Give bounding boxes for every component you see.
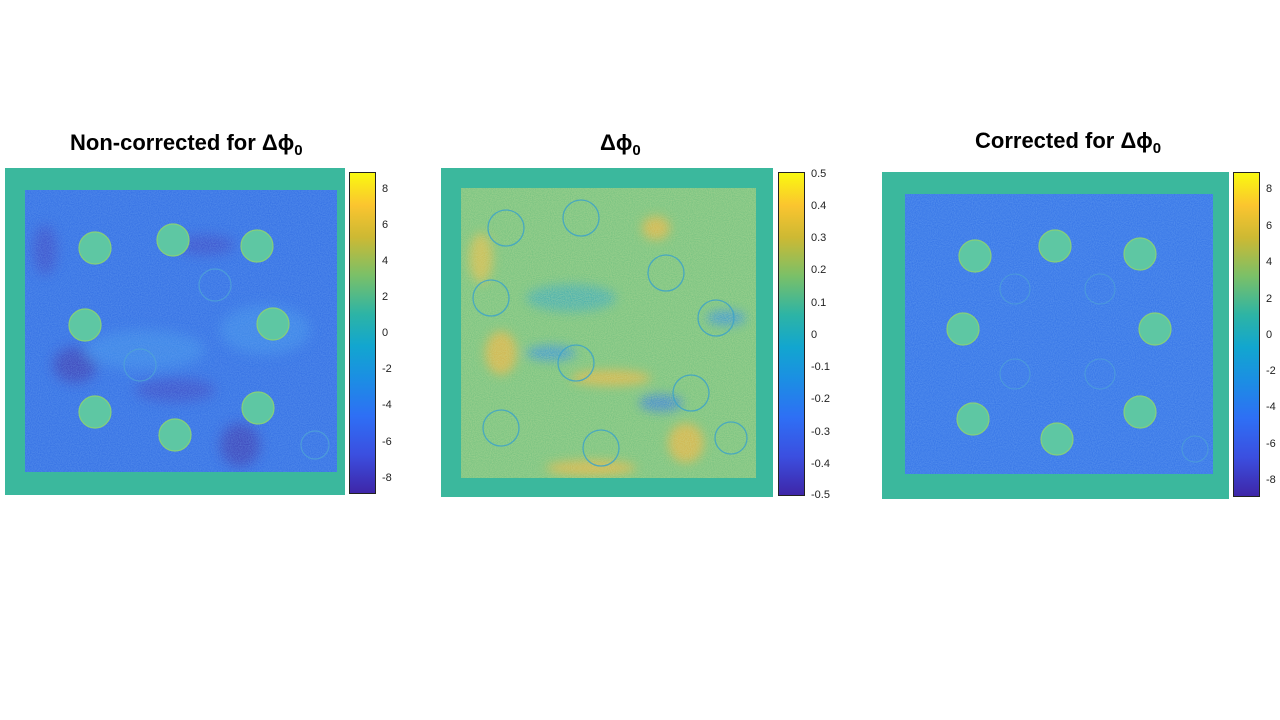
tick-label: -4 xyxy=(1266,401,1276,413)
colorbar-delta-phi xyxy=(778,172,805,496)
map-image xyxy=(25,190,337,472)
title-subscript: 0 xyxy=(294,142,303,159)
tick-label: 6 xyxy=(1266,220,1273,232)
colorbar-ticks-corrected: 8 6 4 2 0 -2 -4 -6 -8 xyxy=(1266,172,1280,497)
tick-label: 0.5 xyxy=(811,168,827,180)
tick-label: -8 xyxy=(1266,474,1276,486)
title-corrected: Corrected for Δϕ0 xyxy=(975,128,1161,157)
tick-label: 0.3 xyxy=(811,232,827,244)
map-non-corrected xyxy=(5,168,345,495)
map-image xyxy=(461,188,756,478)
title-text: Δϕ xyxy=(600,130,633,155)
tick-label: -6 xyxy=(1266,438,1276,450)
tick-label: 6 xyxy=(382,219,389,231)
tick-label: 8 xyxy=(382,183,389,195)
tick-label: -8 xyxy=(382,472,392,484)
tick-label: 0.2 xyxy=(811,264,827,276)
tick-label: -0.5 xyxy=(811,489,830,501)
map-image xyxy=(905,194,1213,474)
tick-label: 8 xyxy=(1266,183,1273,195)
tick-label: 0 xyxy=(1266,329,1273,341)
tick-label: 0 xyxy=(382,327,389,339)
tick-label: 0.4 xyxy=(811,200,827,212)
tick-label: -6 xyxy=(382,436,392,448)
colorbar-corrected xyxy=(1233,172,1260,497)
title-text: Corrected for Δϕ xyxy=(975,128,1153,153)
tick-label: -0.3 xyxy=(811,426,830,438)
title-delta-phi: Δϕ0 xyxy=(600,130,641,159)
tick-label: 0 xyxy=(811,329,818,341)
map-delta-phi xyxy=(441,168,773,497)
title-non-corrected: Non-corrected for Δϕ0 xyxy=(70,130,303,159)
tick-label: 0.1 xyxy=(811,297,827,309)
tick-label: 4 xyxy=(382,255,389,267)
tick-label: -2 xyxy=(1266,365,1276,377)
colorbar-non-corrected xyxy=(349,172,376,494)
tick-label: 4 xyxy=(1266,256,1273,268)
tick-label: 2 xyxy=(1266,293,1273,305)
title-subscript: 0 xyxy=(1152,140,1162,157)
tick-label: -4 xyxy=(382,399,392,411)
colorbar-ticks-non-corrected: 8 6 4 2 0 -2 -4 -6 -8 xyxy=(382,172,412,494)
map-corrected xyxy=(882,172,1229,499)
colorbar-ticks-delta-phi: 0.5 0.4 0.3 0.2 0.1 0 -0.1 -0.2 -0.3 -0.… xyxy=(811,168,851,501)
title-text: Non-corrected for Δϕ xyxy=(70,130,295,155)
tick-label: -2 xyxy=(382,363,392,375)
tick-label: 2 xyxy=(382,291,389,303)
tick-label: -0.1 xyxy=(811,361,830,373)
title-subscript: 0 xyxy=(632,142,641,159)
tick-label: -0.4 xyxy=(811,458,830,470)
tick-label: -0.2 xyxy=(811,393,830,405)
